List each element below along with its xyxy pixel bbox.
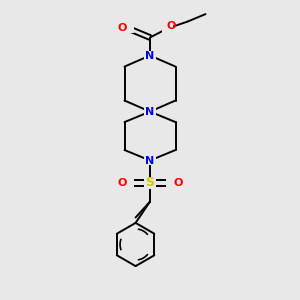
Text: O: O [117,178,127,188]
Bar [144,107,156,116]
Bar [144,51,156,60]
Text: S: S [146,176,154,190]
Bar [123,178,134,188]
Bar [144,177,156,189]
Bar [162,24,173,33]
Text: O: O [166,21,176,31]
Text: N: N [146,155,154,166]
Text: N: N [146,50,154,61]
Bar [144,156,156,165]
Text: N: N [146,106,154,117]
Text: O: O [117,22,127,33]
Text: O: O [173,178,183,188]
Bar [123,24,134,33]
Bar [166,178,177,188]
